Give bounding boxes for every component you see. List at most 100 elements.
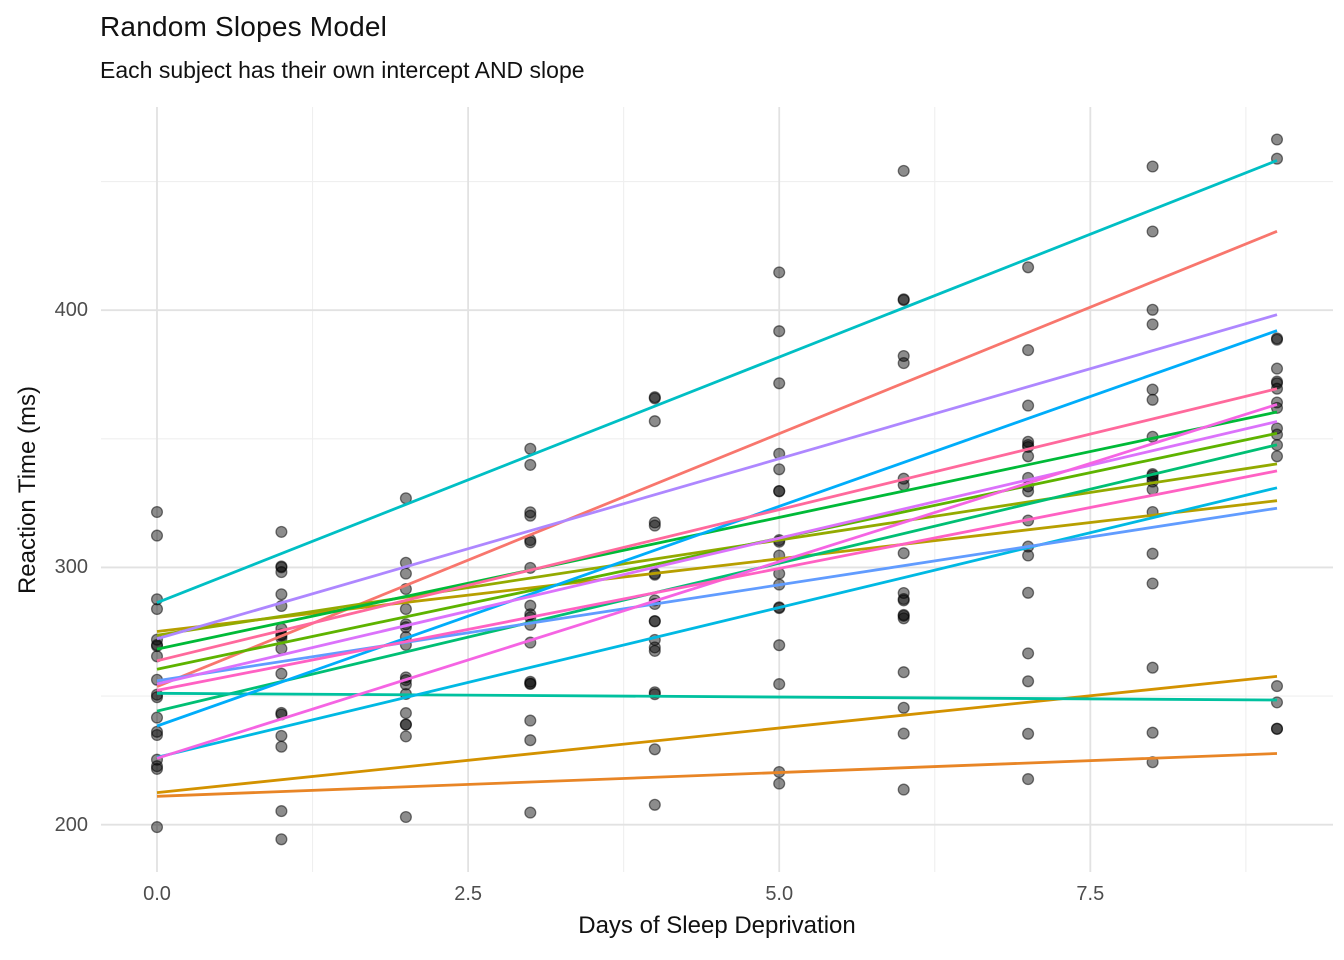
subject-line-349 [156,486,1278,759]
data-point-subject-372 [150,640,164,653]
data-point-subject-350 [524,675,537,688]
data-point-subject-308 [275,667,288,680]
chart-subtitle: Each subject has their own intercept AND… [100,57,585,83]
data-point-subject-310 [399,730,412,743]
data-point-subject-349 [150,725,164,738]
data-point-subject-372 [1022,450,1035,463]
data-point-subject-349 [275,740,288,753]
subject-line-335 [156,691,1278,702]
data-point-subject-350 [1146,318,1159,331]
data-point-subject-331 [524,509,537,522]
data-point-subject-349 [648,688,661,701]
data-point-subject-370 [897,609,910,622]
data-point-subject-308 [524,506,537,519]
subject-line-337 [156,159,1278,605]
data-point-subject-335 [1022,727,1035,740]
y-tick-label: 400 [54,299,88,322]
chart-title: Random Slopes Model [100,11,388,42]
data-point-subject-352 [1146,303,1159,316]
data-point-subject-370 [399,718,412,731]
data-point-subject-371 [897,666,910,679]
data-point-subject-350 [1022,399,1035,412]
data-point-subject-371 [648,614,661,628]
x-tick-label: 7.5 [1076,883,1105,905]
data-point-subject-309 [897,783,910,796]
data-point-subject-308 [1146,225,1159,238]
subject-line-333 [156,410,1278,651]
x-tick-label: 5.0 [765,883,794,905]
data-point-subject-309 [524,806,537,819]
data-point-subject-309 [773,777,786,790]
data-point-subject-335 [1146,726,1159,739]
x-tick-label: 0.0 [143,883,171,905]
subject-line-331 [156,462,1278,637]
subject-line-330 [156,499,1278,633]
subject-line-371 [156,469,1278,692]
data-point-subject-332 [897,164,910,177]
data-point-subject-331 [1146,577,1159,590]
data-point-subject-332 [150,728,164,742]
data-point-subject-330 [399,602,412,616]
x-tick-label: 2.5 [454,883,483,905]
subject-line-352 [156,313,1278,641]
y-tick-label: 300 [54,556,88,579]
subject-line-310 [156,675,1278,794]
data-point-subject-334 [1270,362,1284,375]
data-point-subject-333 [1022,435,1035,448]
data-point-subject-335 [150,711,164,724]
data-point-subject-352 [773,377,786,390]
data-point-subject-330 [1146,547,1159,560]
data-point-subject-310 [1146,661,1159,674]
data-point-subject-332 [1270,680,1284,693]
subject-line-372 [156,387,1278,663]
data-point-subject-310 [1022,675,1035,688]
data-point-subject-310 [524,734,537,747]
data-point-subject-309 [1022,773,1035,786]
data-point-subject-308 [648,415,661,428]
data-point-subject-333 [773,463,786,476]
data-point-subject-330 [150,505,164,519]
subject-line-351 [156,506,1278,683]
data-point-subject-335 [897,701,910,714]
data-point-subject-352 [1022,344,1035,357]
data-point-subject-337 [1022,261,1035,274]
data-point-subject-349 [773,639,786,652]
subject-line-332 [156,431,1278,671]
data-point-subject-370 [648,644,661,657]
data-point-subject-309 [648,798,661,811]
subject-line-350 [156,329,1278,728]
data-point-subject-308 [1022,586,1035,599]
data-point-subject-333 [275,588,288,601]
data-point-subject-352 [897,294,910,307]
data-point-subject-308 [1270,133,1284,146]
data-point-subject-335 [1270,722,1284,735]
data-point-subject-310 [150,821,164,834]
data-point-subject-337 [150,529,164,542]
y-tick-label: 200 [54,813,88,836]
subject-line-369 [156,420,1278,686]
data-point-subject-337 [773,325,786,338]
data-point-subject-352 [150,762,164,775]
data-point-subject-369 [1270,450,1284,463]
data-point-subject-309 [399,810,412,824]
data-point-subject-308 [773,266,786,279]
data-point-subject-351 [1022,647,1035,660]
data-point-subject-352 [524,458,537,471]
data-point-subject-335 [773,678,786,691]
data-point-subject-337 [1146,160,1159,173]
x-axis-title: Days of Sleep Deprivation [578,912,856,939]
data-point-subject-352 [648,391,661,404]
data-point-subject-310 [648,743,661,756]
data-point-subject-350 [897,357,910,370]
data-point-subject-332 [648,516,661,529]
data-point-subject-352 [1270,333,1284,346]
data-point-subject-334 [399,707,412,720]
data-point-subject-372 [1146,383,1159,396]
data-point-subject-372 [399,567,412,580]
data-point-subject-330 [524,599,537,612]
data-point-subject-371 [1022,549,1035,562]
subject-line-309 [156,752,1278,798]
data-point-subject-310 [275,833,288,846]
data-point-subject-334 [897,547,910,560]
